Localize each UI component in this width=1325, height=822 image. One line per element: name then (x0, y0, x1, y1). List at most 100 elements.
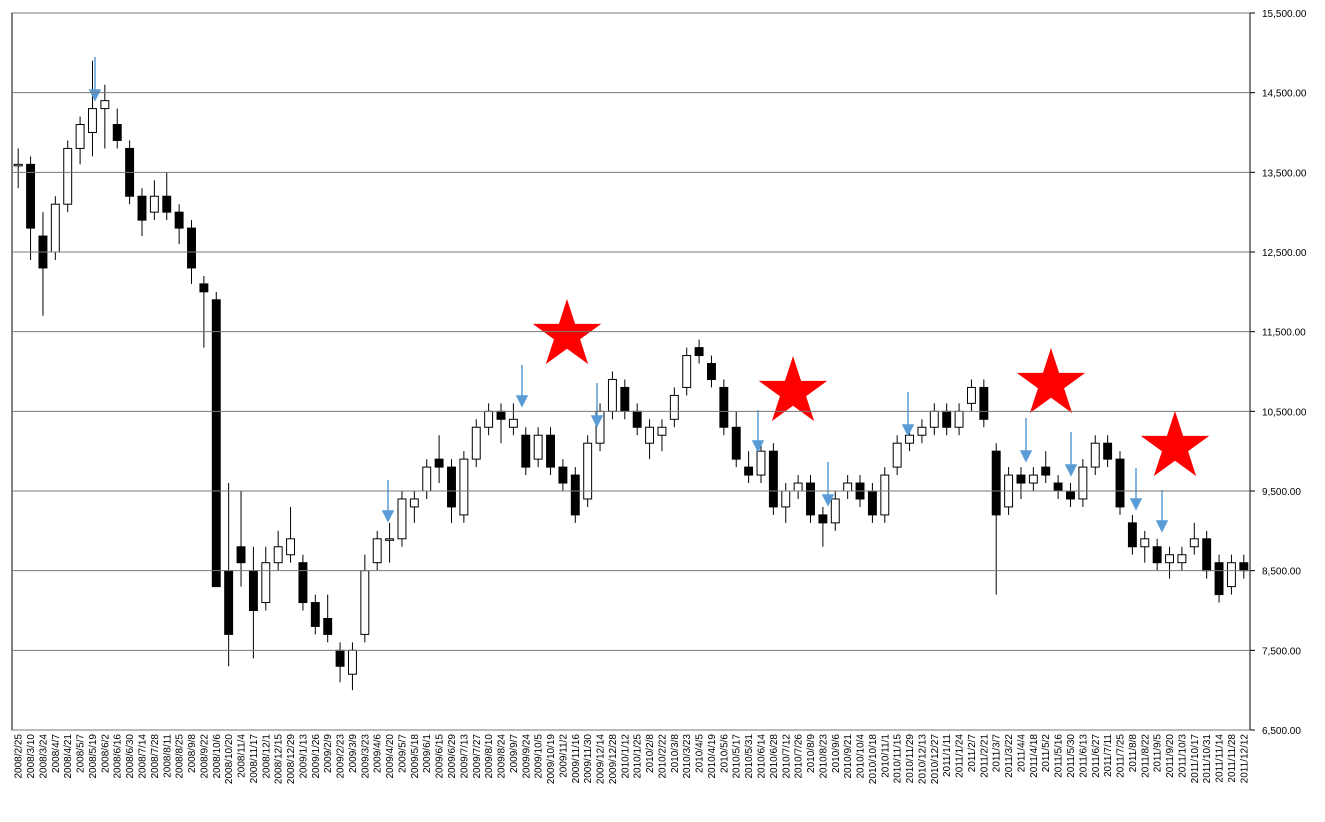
x-tick-label: 2010/7/26 (794, 734, 805, 779)
star (1016, 348, 1086, 414)
candle-body (273, 546, 283, 564)
candle-body (1214, 562, 1224, 596)
arrow-head (515, 395, 529, 408)
x-tick-label: 2011/6/13 (1078, 734, 1089, 778)
x-tick-label: 2008/5/19 (88, 734, 99, 779)
x-tick-label: 2008/4/21 (63, 734, 74, 779)
candle-body (942, 410, 952, 428)
x-tick-label: 2009/12/28 (608, 734, 619, 784)
x-tick-label: 2011/5/30 (1066, 734, 1077, 778)
x-tick-label: 2010/8/9 (806, 734, 817, 773)
candle-body (422, 466, 432, 492)
candle-body (966, 386, 976, 404)
candle-body (286, 538, 296, 556)
candle-body (187, 227, 196, 269)
candle-body (1053, 482, 1063, 492)
candle-body (13, 163, 23, 167)
candle-body (793, 482, 803, 492)
x-tick-label: 2008/12/29 (286, 734, 297, 784)
candle-body (1041, 466, 1051, 476)
candle-body (744, 466, 754, 476)
x-tick-label: 2009/6/29 (447, 734, 458, 779)
x-tick-label: 2008/11/4 (237, 734, 248, 778)
x-tick-label: 2009/8/24 (497, 734, 508, 779)
y-tick-label: 8,500.00 (1262, 567, 1301, 578)
candle-body (546, 434, 555, 468)
x-tick-label: 2011/7/11 (1103, 734, 1114, 777)
x-tick-label: 2009/1/26 (311, 734, 322, 779)
x-tick-label: 2010/11/29 (905, 734, 916, 784)
candle-body (954, 410, 964, 428)
x-tick-label: 2008/12/1 (261, 734, 272, 779)
x-tick-label: 2011/1/24 (955, 734, 966, 778)
candle-body (1028, 474, 1038, 484)
candle-body (843, 482, 853, 492)
candle-body (347, 649, 357, 675)
candle-body (447, 466, 456, 508)
y-tick-label: 15,500.00 (1262, 9, 1307, 20)
x-tick-label: 2011/10/17 (1190, 734, 1201, 784)
x-tick-label: 2011/5/2 (1041, 734, 1052, 773)
arrow-head (1064, 464, 1078, 477)
x-tick-label: 2008/8/11 (162, 734, 173, 778)
x-tick-label: 2008/7/14 (137, 734, 148, 779)
candle-body (867, 490, 877, 516)
candle-body (508, 418, 518, 428)
x-tick-label: 2011/9/5 (1153, 734, 1164, 773)
x-tick-label: 2010/1/25 (633, 734, 644, 779)
candle-body (707, 363, 716, 380)
candle-body (174, 211, 184, 229)
x-tick-label: 2009/2/23 (336, 734, 347, 779)
x-tick-label: 2009/11/30 (583, 734, 594, 784)
x-tick-label: 2009/10/19 (546, 734, 557, 784)
x-tick-label: 2010/1/12 (620, 734, 631, 779)
x-tick-label: 2011/8/22 (1140, 734, 1151, 778)
candle-body (1226, 562, 1236, 588)
x-tick-label: 2010/7/12 (781, 734, 792, 779)
candle-body (645, 426, 655, 444)
x-tick-label: 2009/3/23 (360, 734, 371, 779)
candle-body (620, 386, 630, 412)
candle-body (323, 617, 333, 635)
candle-body (100, 100, 110, 110)
candle-body (632, 410, 642, 428)
x-tick-label: 2009/11/2 (558, 734, 569, 778)
candle-body (1066, 490, 1075, 500)
y-tick-label: 11,500.00 (1262, 328, 1306, 339)
candle-body (669, 394, 679, 420)
arrow-head (901, 424, 915, 437)
x-tick-label: 2008/7/28 (150, 734, 161, 779)
x-tick-label: 2011/9/20 (1165, 734, 1176, 778)
candle-body (496, 410, 506, 420)
x-tick-label: 2010/6/28 (769, 734, 780, 779)
candle-body (1127, 522, 1137, 548)
candle-body (731, 426, 741, 460)
x-tick-label: 2008/11/17 (249, 734, 260, 784)
arrow-head (590, 415, 604, 428)
x-tick-label: 2010/4/5 (695, 734, 706, 773)
arrow-head (821, 494, 835, 507)
x-tick-label: 2011/6/27 (1091, 734, 1102, 778)
x-tick-label: 2011/7/25 (1116, 734, 1127, 778)
x-tick-label: 2010/5/17 (732, 734, 743, 779)
candle-body (756, 450, 766, 476)
candle-body (558, 466, 568, 484)
x-tick-label: 2008/9/22 (199, 734, 210, 779)
candle-body (979, 386, 989, 420)
x-tick-label: 2009/3/9 (348, 734, 359, 773)
candle-body (1140, 538, 1150, 548)
x-tick-label: 2011/12/12 (1239, 734, 1250, 784)
x-tick-label: 2010/5/6 (719, 734, 730, 773)
candle-body (657, 426, 667, 436)
x-tick-label: 2010/3/8 (670, 734, 681, 773)
candle-body (459, 458, 469, 516)
y-tick-label: 10,500.00 (1262, 407, 1307, 418)
candle-body (372, 538, 382, 564)
candle-body (818, 514, 828, 524)
candle-body (1189, 538, 1199, 548)
candle-body (1103, 442, 1113, 460)
candle-body (1115, 458, 1125, 508)
x-tick-label: 2010/10/18 (868, 734, 879, 784)
y-tick-label: 13,500.00 (1262, 168, 1307, 179)
